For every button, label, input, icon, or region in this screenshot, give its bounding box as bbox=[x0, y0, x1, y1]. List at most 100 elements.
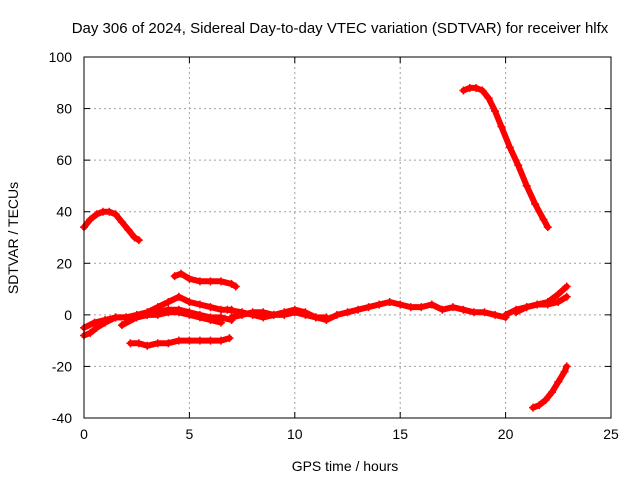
data-point bbox=[533, 300, 542, 309]
series-trace bbox=[513, 283, 570, 316]
data-point bbox=[259, 308, 268, 317]
data-point bbox=[195, 336, 204, 345]
data-point bbox=[547, 388, 556, 397]
data-point bbox=[529, 403, 538, 412]
data-point bbox=[531, 199, 540, 208]
data-point bbox=[130, 233, 139, 242]
data-point bbox=[491, 107, 500, 116]
data-point bbox=[217, 336, 226, 345]
axis-ticks: 0 5 10 15 20 25 -40 -20 0 20 40 60 80 100 bbox=[49, 49, 619, 442]
y-axis-label: SDTVAR / TECUs bbox=[5, 182, 21, 294]
data-point bbox=[480, 308, 489, 317]
data-point bbox=[535, 401, 544, 410]
series-arc-3 bbox=[126, 334, 234, 350]
data-point bbox=[541, 395, 550, 404]
data-point bbox=[280, 310, 289, 319]
data-point bbox=[176, 269, 185, 278]
data-point bbox=[206, 277, 215, 286]
series-arc-5 bbox=[529, 362, 571, 412]
data-point bbox=[554, 377, 563, 386]
y-tick-label: 0 bbox=[64, 307, 72, 323]
series-trace bbox=[127, 335, 233, 349]
data-point bbox=[90, 318, 99, 327]
data-point bbox=[153, 308, 162, 317]
data-point bbox=[174, 336, 183, 345]
data-point bbox=[472, 83, 481, 92]
data-point bbox=[562, 292, 571, 301]
data-point bbox=[206, 336, 215, 345]
x-tick-label: 20 bbox=[498, 426, 514, 442]
data-point bbox=[206, 303, 215, 312]
data-point bbox=[86, 215, 95, 224]
y-tick-label: -40 bbox=[52, 410, 72, 426]
data-point bbox=[227, 313, 236, 322]
data-point bbox=[117, 218, 126, 227]
y-tick-label: 20 bbox=[56, 255, 72, 271]
series-arc-2 bbox=[170, 269, 240, 291]
data-point bbox=[539, 215, 548, 224]
data-point bbox=[311, 313, 320, 322]
data-point bbox=[438, 305, 447, 314]
series-arc-10 bbox=[227, 308, 331, 322]
data-point bbox=[290, 308, 299, 317]
grid-lines bbox=[84, 57, 611, 418]
data-point bbox=[143, 341, 152, 350]
data-point bbox=[124, 225, 133, 234]
data-point bbox=[343, 308, 352, 317]
data-point bbox=[469, 308, 478, 317]
plot-frame bbox=[83, 56, 612, 419]
data-point bbox=[164, 339, 173, 348]
data-point bbox=[501, 310, 510, 319]
data-point bbox=[375, 300, 384, 309]
data-series bbox=[80, 83, 571, 412]
data-point bbox=[385, 297, 394, 306]
data-point bbox=[301, 310, 310, 319]
data-point bbox=[406, 303, 415, 312]
data-point bbox=[554, 290, 563, 299]
data-point bbox=[227, 279, 236, 288]
series-arc-1 bbox=[80, 207, 143, 245]
y-tick-label: 80 bbox=[56, 101, 72, 117]
data-point bbox=[562, 362, 571, 371]
data-point bbox=[195, 310, 204, 319]
data-point bbox=[153, 339, 162, 348]
data-point bbox=[111, 210, 120, 219]
data-point bbox=[217, 277, 226, 286]
data-point bbox=[543, 223, 552, 232]
data-point bbox=[170, 272, 179, 281]
y-tick-label: 60 bbox=[56, 152, 72, 168]
data-point bbox=[332, 310, 341, 319]
data-point bbox=[185, 274, 194, 283]
x-tick-label: 15 bbox=[392, 426, 408, 442]
data-point bbox=[143, 310, 152, 319]
data-point bbox=[459, 305, 468, 314]
x-tick-label: 25 bbox=[603, 426, 619, 442]
series-arc-4 bbox=[459, 83, 552, 232]
data-point bbox=[225, 334, 234, 343]
y-tick-label: -20 bbox=[52, 358, 72, 374]
series-arc-12 bbox=[512, 282, 571, 317]
data-point bbox=[101, 316, 110, 325]
data-point bbox=[105, 207, 114, 216]
data-point bbox=[217, 313, 226, 322]
data-point bbox=[174, 305, 183, 314]
x-tick-label: 0 bbox=[80, 426, 88, 442]
x-tick-label: 5 bbox=[186, 426, 194, 442]
data-point bbox=[427, 300, 436, 309]
series-trace bbox=[81, 208, 142, 244]
series-trace bbox=[228, 309, 330, 321]
data-point bbox=[417, 303, 426, 312]
data-point bbox=[269, 310, 278, 319]
data-point bbox=[364, 303, 373, 312]
data-point bbox=[164, 297, 173, 306]
data-point bbox=[248, 308, 257, 317]
data-point bbox=[554, 297, 563, 306]
data-point bbox=[185, 308, 194, 317]
data-point bbox=[238, 310, 247, 319]
data-point bbox=[505, 143, 514, 152]
y-tick-label: 40 bbox=[56, 204, 72, 220]
data-point bbox=[484, 94, 493, 103]
series-trace bbox=[530, 363, 570, 411]
chart-title: Day 306 of 2024, Sidereal Day-to-day VTE… bbox=[72, 20, 609, 37]
